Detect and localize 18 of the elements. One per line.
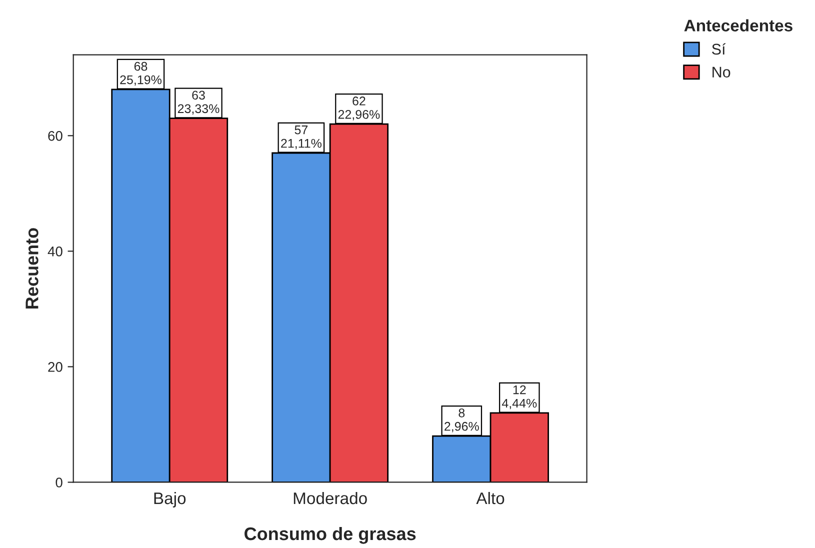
data-label: 68 25,19% bbox=[120, 62, 162, 86]
x-tick-label: Moderado bbox=[294, 492, 367, 504]
y-tick-label: 60 bbox=[48, 131, 62, 141]
data-label: 57 21,11% bbox=[281, 126, 322, 150]
x-axis-title: Consumo de grasas bbox=[244, 526, 416, 544]
x-tick-label: Bajo bbox=[154, 492, 186, 508]
data-label: 12 4,44% bbox=[502, 385, 537, 410]
legend-title: Antecedentes bbox=[684, 19, 792, 32]
y-tick-label: 40 bbox=[48, 246, 62, 256]
y-axis-title: Recuento bbox=[26, 228, 38, 308]
y-tick-label: 20 bbox=[48, 362, 62, 372]
data-label: 63 23,33% bbox=[178, 90, 220, 115]
data-label: 8 2,96% bbox=[444, 408, 479, 432]
data-label: 62 22,96% bbox=[338, 96, 380, 120]
x-tick-label: Alto bbox=[476, 492, 504, 504]
legend-label: Sí bbox=[712, 43, 726, 55]
legend-label: No bbox=[712, 66, 730, 78]
y-tick-label: 0 bbox=[56, 478, 62, 488]
